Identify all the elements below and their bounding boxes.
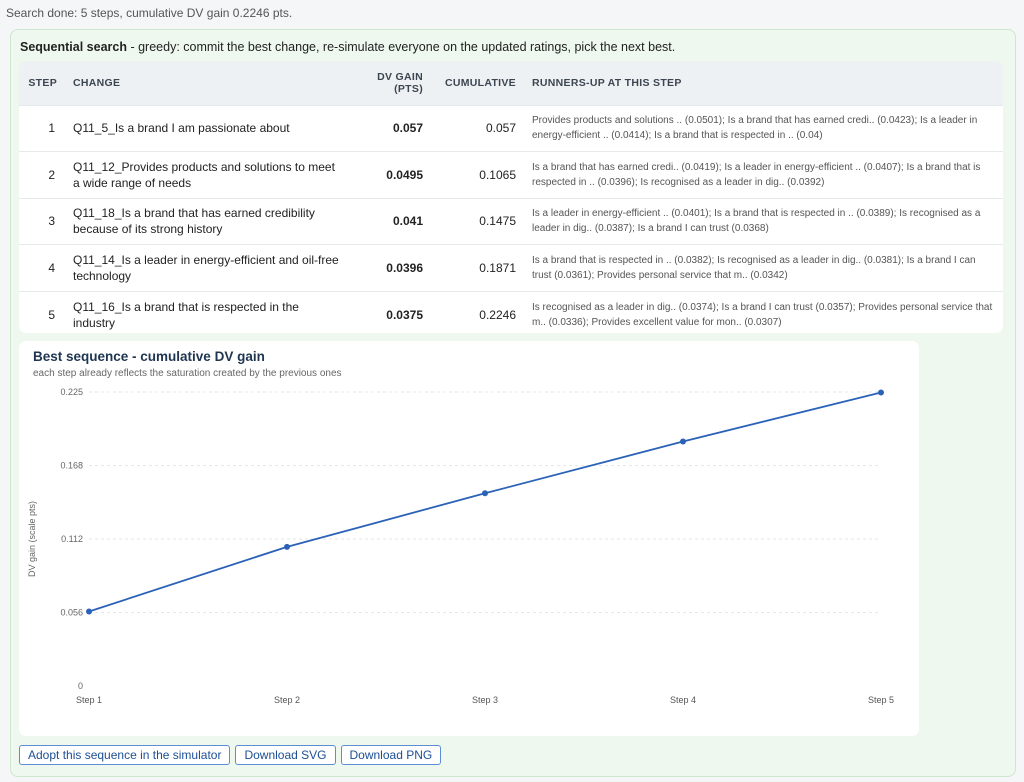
header-step: STEP	[28, 76, 57, 89]
table-row: 3 Q11_18_Is a brand that has earned cred…	[19, 198, 1003, 245]
row-change: Q11_5_Is a brand I am passionate about	[73, 121, 290, 136]
adopt-sequence-button[interactable]: Adopt this sequence in the simulator	[19, 745, 231, 765]
series-line	[88, 391, 882, 613]
row-change: Q11_12_Provides products and solutions t…	[73, 159, 335, 190]
cumulative-gain-chart-card: 0 0.056 0.112 0.168 0.225 Step 1 Step 2 Step 3 S…	[19, 341, 919, 736]
header-dv-gain-line1: DV GAIN	[377, 70, 423, 83]
row-change: Q11_14_Is a leader in energy-efficient a…	[73, 252, 339, 283]
data-point	[482, 490, 488, 497]
x-tick-label: Step 3	[472, 695, 498, 705]
data-point	[284, 543, 290, 550]
row-change: Q11_18_Is a brand that has earned credib…	[73, 206, 315, 237]
y-tick-label: 0	[78, 681, 83, 691]
table-row: 1 Q11_5_Is a brand I am passionate about…	[19, 105, 1003, 152]
row-runners-up: Provides products and solutions .. (0.05…	[532, 115, 978, 142]
header-change: CHANGE	[73, 76, 121, 89]
x-tick-label: Step 4	[670, 695, 696, 705]
row-cumulative: 0.1065	[479, 167, 516, 182]
data-point	[680, 438, 686, 445]
download-svg-button[interactable]: Download SVG	[235, 745, 336, 765]
row-cumulative: 0.1475	[479, 214, 516, 229]
download-png-button[interactable]: Download PNG	[340, 745, 442, 765]
row-dv-gain: 0.0396	[386, 260, 423, 275]
header-dv-gain-line2: (PTS)	[394, 82, 423, 95]
row-step: 4	[48, 260, 55, 275]
table-row: 5 Q11_16_Is a brand that is respected in…	[19, 291, 1003, 333]
y-tick-label: 0.225	[60, 387, 83, 397]
panel-heading-title: Sequential search	[20, 40, 127, 54]
sequence-table: STEP CHANGE DV GAIN (PTS) CUMULATIVE RUNN…	[19, 61, 1003, 333]
chart-subtitle: each step already reflects the saturatio…	[33, 368, 342, 379]
row-cumulative: 0.057	[485, 121, 516, 136]
row-dv-gain: 0.0495	[386, 167, 423, 182]
x-tick-label: Step 2	[274, 695, 300, 705]
x-tick-label: Step 5	[868, 695, 894, 705]
table-row: 2 Q11_12_Provides products and solutions…	[19, 151, 1003, 199]
row-dv-gain: 0.057	[392, 121, 423, 136]
chart-title: Best sequence - cumulative DV gain	[33, 349, 265, 364]
row-cumulative: 0.1871	[479, 260, 516, 275]
row-runners-up: Is a brand that is respected in .. (0.03…	[532, 254, 976, 281]
row-step: 3	[48, 214, 55, 229]
row-dv-gain: 0.041	[392, 214, 423, 229]
table-row: 4 Q11_14_Is a leader in energy-efficient…	[19, 244, 1003, 292]
action-buttons: Adopt this sequence in the simulator Dow…	[19, 745, 442, 765]
status-line: Search done: 5 steps, cumulative DV gain…	[6, 6, 293, 20]
panel-heading-description: - greedy: commit the best change, re-sim…	[127, 40, 676, 54]
table-header-row: STEP CHANGE DV GAIN (PTS) CUMULATIVE RUNN…	[19, 61, 1003, 105]
header-dv-gain: DV GAIN (PTS)	[349, 61, 431, 105]
data-point	[878, 389, 884, 396]
sequence-table-card: STEP CHANGE DV GAIN (PTS) CUMULATIVE RUNN…	[19, 61, 1003, 333]
row-step: 1	[48, 121, 55, 136]
row-dv-gain: 0.0375	[386, 307, 423, 322]
cumulative-gain-chart: 0 0.056 0.112 0.168 0.225 Step 1 Step 2 Step 3 S…	[27, 387, 894, 705]
row-runners-up: Is a leader in energy-efficient .. (0.04…	[532, 208, 981, 235]
row-runners-up: Is a brand that has earned credi.. (0.04…	[532, 161, 981, 188]
x-tick-label: Step 1	[76, 695, 102, 705]
header-runners-up: RUNNERS-UP AT THIS STEP	[532, 76, 682, 89]
row-step: 5	[48, 307, 55, 322]
y-tick-label: 0.056	[60, 608, 83, 618]
y-tick-label: 0.168	[60, 461, 83, 471]
y-axis-label: DV gain (scale pts)	[27, 501, 37, 577]
data-point	[86, 608, 92, 615]
sequential-search-panel: Sequential search - greedy: commit the b…	[10, 29, 1016, 777]
y-tick-label: 0.112	[61, 534, 83, 544]
row-change: Q11_16_Is a brand that is respected in t…	[73, 299, 299, 330]
header-cumulative: CUMULATIVE	[444, 76, 516, 89]
row-runners-up: Is recognised as a leader in dig.. (0.03…	[532, 301, 993, 328]
row-cumulative: 0.2246	[479, 307, 516, 322]
panel-heading: Sequential search - greedy: commit the b…	[20, 40, 675, 54]
row-step: 2	[48, 167, 55, 182]
